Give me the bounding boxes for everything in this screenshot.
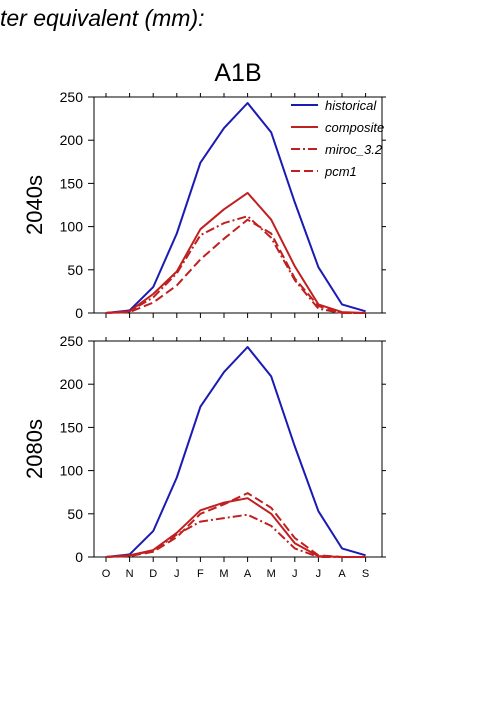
chart-panel-2080s: 0 50 100 150 200 250 O N D J F M A M J J A S 2080s [22,333,386,580]
y-tick-label: 150 [60,419,84,435]
y-tick-label: 50 [67,506,83,522]
legend-label-pcm1: pcm1 [324,164,357,179]
page-title: ter equivalent (mm): [0,5,205,31]
y-axis-label: 2040s [22,175,47,235]
legend-label-miroc_3.2: miroc_3.2 [325,142,383,157]
series-line-composite [105,497,366,558]
y-tick-label: 100 [60,219,84,235]
y-tick-label: 250 [60,333,84,349]
x-tick-label: M [219,568,228,580]
series-line-pcm1 [105,218,366,314]
plot-frame [93,340,383,558]
legend-label-composite: composite [325,120,384,135]
y-tick-label: 100 [60,463,84,479]
chart-panels: 0 50 100 150 200 250 A1B 2040s historical composi… [22,59,386,580]
series-line-historical [105,102,366,314]
x-tick-label: J [174,568,180,580]
x-tick-label: N [126,568,134,580]
x-tick-label: O [102,568,111,580]
series-line-pcm1 [105,492,366,558]
series-line-miroc_3.2 [105,215,366,314]
series-line-historical [105,346,366,558]
series-line-composite [105,191,366,314]
x-tick-label: J [292,568,298,580]
y-tick-label: 150 [60,175,84,191]
x-tick-label: F [197,568,204,580]
y-tick-label: 0 [75,305,83,321]
legend-label-historical: historical [325,98,377,113]
plot-frame [93,96,383,314]
y-axis-label: 2080s [22,419,47,479]
y-tick-label: 250 [60,89,84,105]
y-tick-label: 200 [60,376,84,392]
x-tick-label: J [316,568,322,580]
x-tick-label: A [338,568,346,580]
y-tick-label: 0 [75,549,83,565]
legend: historical composite miroc_3.2 pcm1 [291,98,384,179]
x-tick-label: D [149,568,157,580]
y-tick-label: 50 [67,262,83,278]
y-tick-label: 200 [60,132,84,148]
x-tick-label: M [267,568,276,580]
x-tick-label: S [362,568,369,580]
panel-title: A1B [214,59,261,87]
series-line-miroc_3.2 [105,513,366,558]
chart-panel-2040s: 0 50 100 150 200 250 A1B 2040s historical composi… [22,59,386,321]
x-tick-label: A [244,568,252,580]
